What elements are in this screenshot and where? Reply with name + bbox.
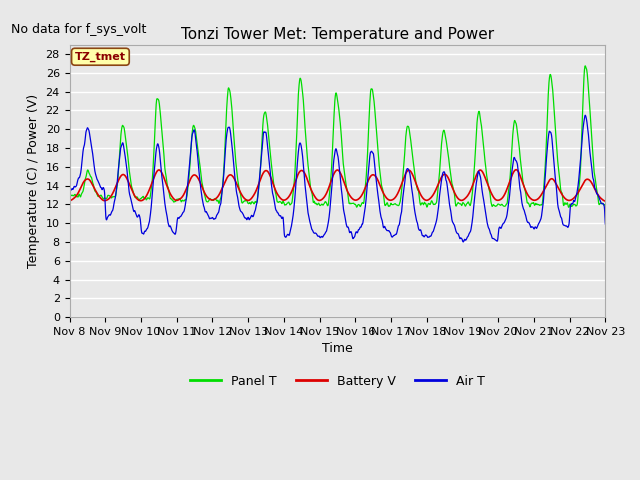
Air T [215, 208, 223, 214]
Panel T [353, 204, 360, 210]
Line: Battery V: Battery V [70, 170, 605, 201]
Title: Tonzi Tower Met: Temperature and Power: Tonzi Tower Met: Temperature and Power [181, 27, 494, 42]
Line: Panel T: Panel T [70, 66, 605, 207]
Panel T [215, 201, 223, 206]
Text: TZ_tmet: TZ_tmet [75, 52, 126, 62]
Battery V [602, 198, 609, 204]
Legend: Panel T, Battery V, Air T: Panel T, Battery V, Air T [185, 370, 490, 393]
Air T [353, 229, 360, 235]
Panel T [554, 160, 562, 166]
Battery V [365, 178, 372, 183]
Battery V [215, 192, 223, 198]
Air T [66, 186, 74, 192]
Battery V [66, 198, 74, 204]
Panel T [565, 204, 573, 210]
Battery V [513, 167, 520, 173]
Air T [581, 112, 589, 118]
Air T [493, 238, 501, 244]
Battery V [554, 185, 562, 191]
Y-axis label: Temperature (C) / Power (V): Temperature (C) / Power (V) [27, 94, 40, 268]
X-axis label: Time: Time [322, 342, 353, 356]
Battery V [569, 196, 577, 202]
Panel T [569, 202, 577, 208]
Panel T [66, 191, 74, 196]
Battery V [493, 197, 500, 203]
Panel T [581, 63, 589, 69]
Air T [365, 169, 372, 175]
Panel T [365, 133, 372, 139]
Line: Air T: Air T [70, 115, 605, 242]
Air T [602, 221, 609, 227]
Battery V [353, 197, 360, 203]
Air T [460, 239, 467, 245]
Air T [569, 200, 577, 206]
Panel T [602, 203, 609, 209]
Air T [554, 204, 562, 210]
Panel T [493, 203, 500, 208]
Text: No data for f_sys_volt: No data for f_sys_volt [11, 23, 146, 36]
